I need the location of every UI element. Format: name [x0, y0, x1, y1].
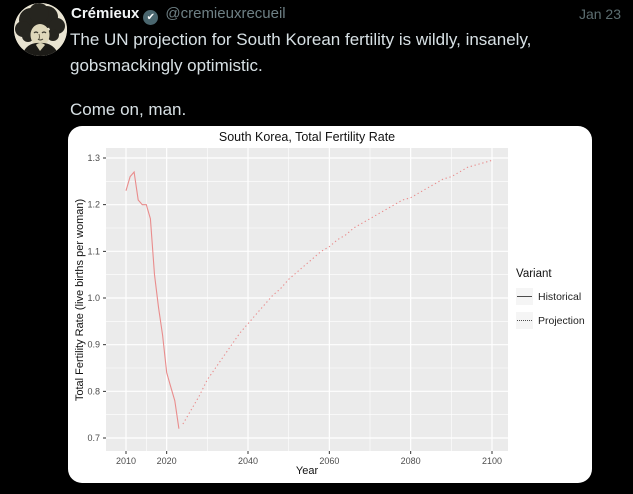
- svg-text:2060: 2060: [319, 456, 339, 466]
- chart-gridlines: [106, 148, 508, 451]
- svg-text:2080: 2080: [401, 456, 421, 466]
- svg-text:1.2: 1.2: [87, 200, 100, 210]
- historical-line-key-icon: [516, 288, 533, 305]
- chart-media[interactable]: South Korea, Total Fertility Rate Total …: [68, 126, 592, 483]
- svg-text:0.8: 0.8: [87, 386, 100, 396]
- user-handle[interactable]: @cremieuxrecueil: [165, 5, 286, 22]
- avatar[interactable]: [14, 3, 67, 56]
- tweet-header: Crémieux ✔ @cremieuxrecueil: [71, 5, 623, 25]
- svg-text:1.3: 1.3: [87, 153, 100, 163]
- svg-text:0.9: 0.9: [87, 340, 100, 350]
- chart-panel: [106, 148, 508, 451]
- legend-title: Variant: [516, 268, 552, 280]
- legend-label-projection: Projection: [538, 314, 585, 327]
- verified-badge-icon: ✔: [143, 10, 159, 25]
- svg-text:0.7: 0.7: [87, 433, 100, 443]
- tweet-text-paragraph-1: The UN projection for South Korean ferti…: [70, 30, 532, 75]
- x-axis-title: Year: [295, 465, 319, 477]
- chart-title: South Korea, Total Fertility Rate: [218, 130, 396, 144]
- svg-text:2020: 2020: [157, 456, 177, 466]
- legend-item-projection: Projection: [516, 312, 590, 329]
- chart-series-lines: [125, 159, 493, 429]
- chart-axis-tick-labels: 2010 2020 2040 2060 2080 2100 0.7 0.8 0.9 1.0 1.1 1…: [87, 153, 502, 466]
- tweet-text-paragraph-2: Come on, man.: [70, 100, 187, 119]
- chart-legend: Variant Historical Projection: [516, 268, 590, 336]
- legend-item-historical: Historical: [516, 288, 590, 305]
- tweet-text: The UN projection for South Korean ferti…: [70, 27, 618, 123]
- display-name[interactable]: Crémieux: [71, 5, 140, 22]
- y-axis-title: Total Fertility Rate (live births per wo…: [74, 198, 86, 402]
- avatar-caricature-image: [14, 3, 67, 56]
- svg-text:1.0: 1.0: [87, 293, 100, 303]
- svg-text:2010: 2010: [116, 456, 136, 466]
- projection-line-key-icon: [516, 312, 533, 329]
- svg-text:1.1: 1.1: [87, 246, 100, 256]
- chart-axis-ticks: [103, 157, 493, 454]
- timestamp[interactable]: Jan 23: [578, 6, 621, 22]
- svg-text:2100: 2100: [482, 456, 502, 466]
- legend-label-historical: Historical: [538, 290, 582, 303]
- svg-text:2040: 2040: [238, 456, 258, 466]
- fertility-chart-svg: 2010 2020 2040 2060 2080 2100 0.7 0.8 0.9 1.0 1.1 1…: [87, 148, 508, 466]
